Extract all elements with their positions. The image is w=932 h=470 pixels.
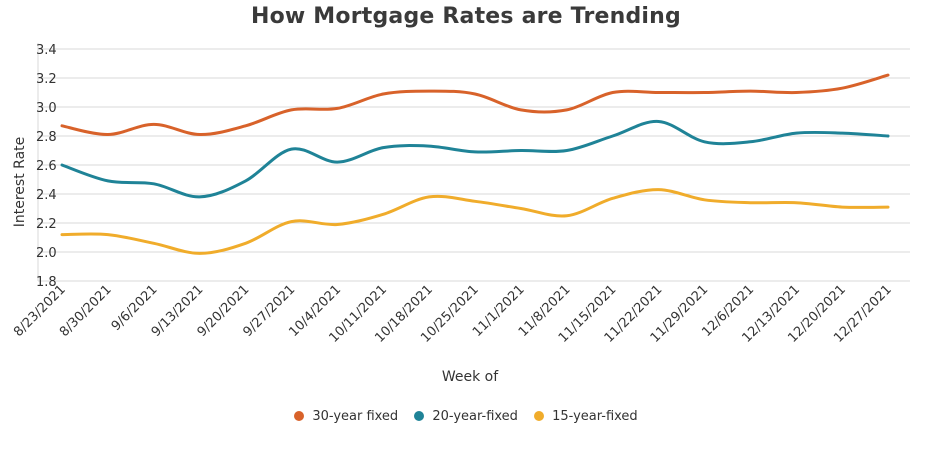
chart-title: How Mortgage Rates are Trending — [251, 4, 681, 29]
series-lines — [60, 73, 890, 255]
legend-item-15-year: 15-year-fixed — [534, 409, 638, 424]
legend-dot-30-year — [294, 411, 305, 421]
y-axis-title: Interest Rate — [12, 137, 28, 228]
y-tick-label: 3.2 — [36, 72, 57, 87]
x-axis-title: Week of — [442, 369, 499, 385]
legend-item-30-year: 30-year fixed — [294, 409, 398, 424]
y-tick-label: 2.2 — [36, 217, 57, 232]
gridlines — [37, 43, 910, 282]
legend-label-15-year: 15-year-fixed — [552, 409, 638, 424]
x-axis-ticks: 8/23/20218/30/20219/6/20219/13/20219/20/… — [11, 282, 895, 346]
series-line-30-year — [60, 73, 890, 137]
legend: 30-year fixed 20-year-fixed 15-year-fixe… — [0, 409, 932, 424]
y-tick-label: 2.6 — [36, 159, 57, 174]
y-tick-label: 1.8 — [36, 275, 57, 290]
legend-dot-20-year — [414, 411, 425, 421]
y-tick-label: 3.0 — [36, 101, 57, 116]
y-tick-label: 2.8 — [36, 130, 57, 145]
legend-label-30-year: 30-year fixed — [312, 409, 399, 424]
y-tick-label: 2.4 — [36, 188, 57, 203]
legend-dot-15-year — [534, 411, 545, 421]
legend-label-20-year: 20-year-fixed — [432, 409, 518, 424]
series-line-20-year — [60, 119, 890, 199]
legend-item-20-year: 20-year-fixed — [414, 409, 518, 424]
series-line-15-year — [60, 188, 890, 255]
y-axis-ticks: 1.8 2.0 2.2 2.4 2.6 2.8 3.0 3.2 3.4 — [36, 43, 57, 290]
y-tick-label: 2.0 — [36, 246, 57, 261]
y-tick-label: 3.4 — [36, 43, 57, 58]
